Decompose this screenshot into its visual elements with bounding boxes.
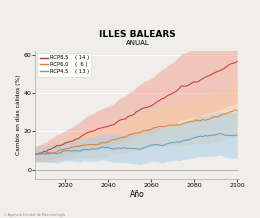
- Text: ANUAL: ANUAL: [125, 40, 149, 46]
- Title: ILLES BALEARS: ILLES BALEARS: [99, 30, 176, 39]
- Y-axis label: Cambio en días cálidos (%): Cambio en días cálidos (%): [15, 75, 21, 155]
- Text: © Agencia Estatal de Meteorología: © Agencia Estatal de Meteorología: [3, 213, 65, 217]
- Legend: RCP8.5    ( 14 ), RCP6.0    (  6 ), RCP4.5    ( 13 ): RCP8.5 ( 14 ), RCP6.0 ( 6 ), RCP4.5 ( 13…: [37, 53, 92, 77]
- X-axis label: Año: Año: [130, 190, 145, 199]
